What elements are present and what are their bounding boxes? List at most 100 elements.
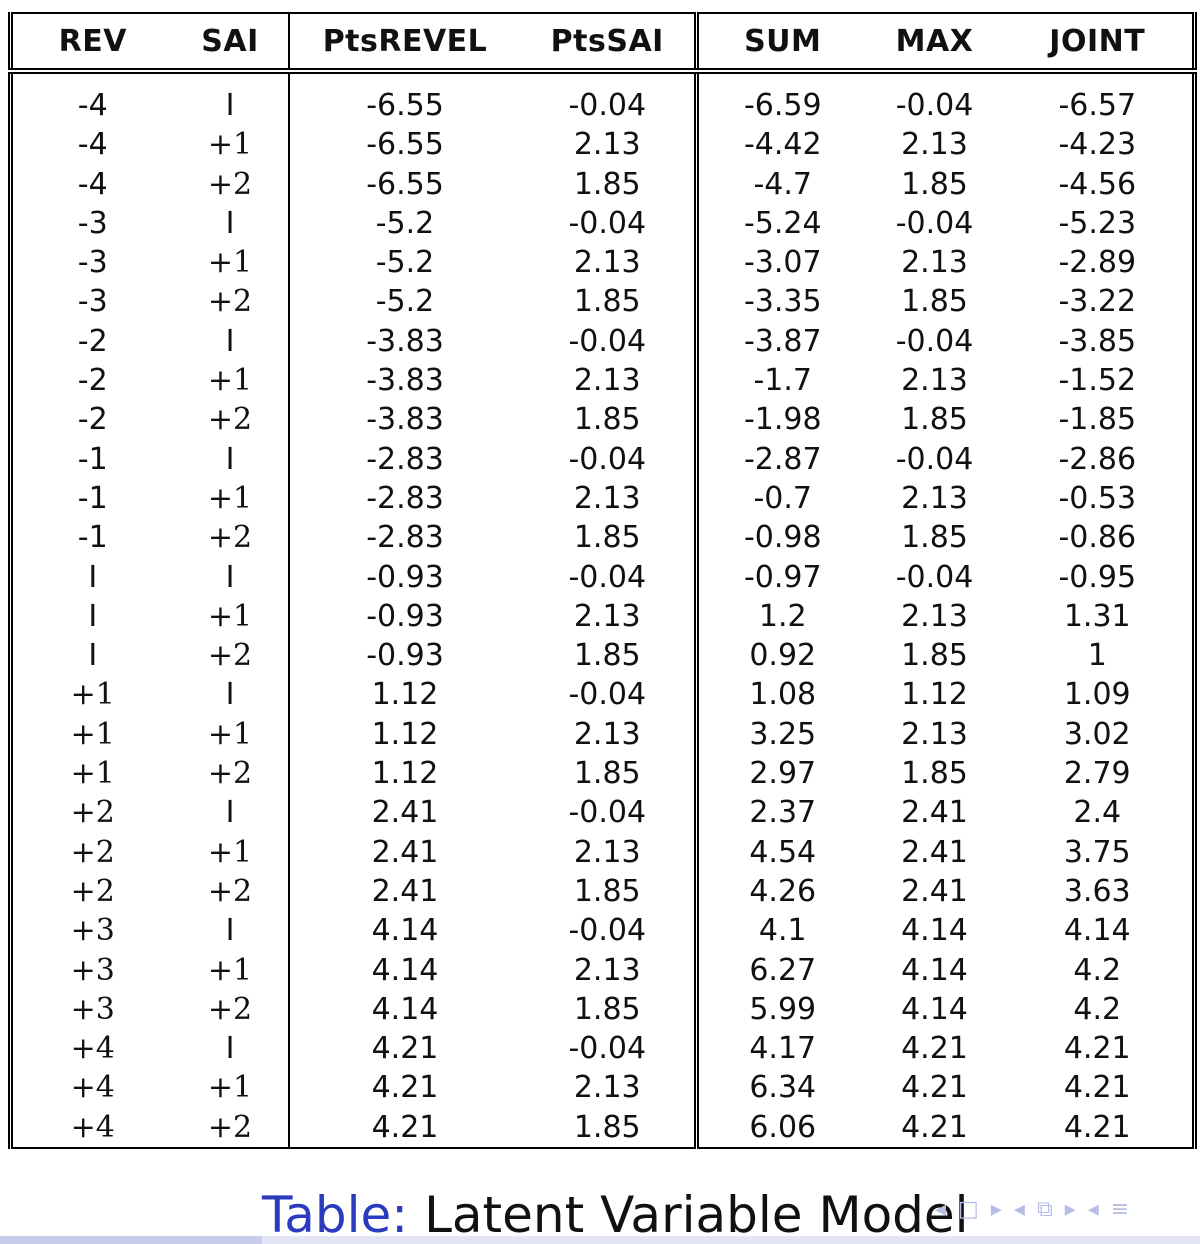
- cell-sai: I: [172, 557, 290, 597]
- cell-joint: 4.21: [1002, 1107, 1197, 1150]
- table-row: -3 +2 -5.2 1.85 -3.35 1.85 -3.22: [8, 282, 1197, 322]
- cell-sum: -1.7: [753, 363, 813, 399]
- nav-section-left-icon[interactable]: ◂: [1013, 1196, 1025, 1222]
- cell-rev: +1: [8, 675, 173, 715]
- cell-joint: -1.52: [1002, 361, 1197, 401]
- cell-ptsrevel: -2.83: [366, 480, 444, 516]
- cell-joint: -1.85: [1002, 400, 1197, 440]
- cell-ptssai: 2.13: [520, 950, 699, 990]
- cell-max: 2.41: [901, 873, 968, 909]
- nav-frame-icon[interactable]: □: [958, 1196, 979, 1222]
- cell-rev: +4: [8, 1068, 173, 1108]
- cell-ptsrevel: -2.83: [366, 441, 444, 477]
- cell-sum: -1.98: [743, 402, 822, 438]
- cell-rev: I: [8, 557, 173, 597]
- nav-section-right-icon[interactable]: ▸: [1064, 1196, 1076, 1222]
- beamer-navigation: ◂ □ ▸ ◂ ⧉ ▸ ◂ ≡: [935, 1194, 1129, 1224]
- cell-joint: 3.02: [1002, 714, 1197, 755]
- nav-menu-icon[interactable]: ≡: [1110, 1196, 1130, 1222]
- header-sum: SUM: [696, 13, 867, 74]
- caption-text: Latent Variable Model: [424, 1186, 969, 1244]
- cell-ptssai: 1.85: [520, 400, 699, 440]
- cell-sai: +2: [172, 164, 290, 204]
- cell-ptssai: -0.04: [520, 557, 699, 597]
- cell-sai: +2: [172, 400, 290, 440]
- cell-max: 2.13: [901, 127, 968, 163]
- cell-max: 1.85: [901, 756, 968, 792]
- cell-rev: +3: [8, 989, 173, 1030]
- nav-subsection-left-icon[interactable]: ◂: [1087, 1196, 1099, 1222]
- cell-sum: 0.92: [749, 638, 817, 674]
- cell-sum: 3.25: [749, 716, 817, 752]
- cell-sai: +1: [172, 714, 290, 755]
- cell-max: 1.12: [901, 677, 968, 713]
- cell-ptssai: 2.13: [520, 125, 699, 165]
- cell-joint: -0.95: [1002, 557, 1197, 597]
- cell-sum: 4.54: [749, 834, 817, 870]
- cell-sum: 4.1: [758, 913, 807, 949]
- cell-ptssai: 1.85: [520, 164, 699, 204]
- cell-joint: 1.09: [1002, 675, 1197, 715]
- table-row: -1 I -2.83 -0.04 -2.87 -0.04 -2.86: [8, 439, 1197, 479]
- cell-max: 4.14: [901, 913, 968, 949]
- header-rev: REV: [8, 13, 173, 74]
- cell-sum: -0.7: [753, 480, 813, 516]
- cell-joint: -0.86: [1002, 518, 1197, 558]
- cell-sai: +1: [172, 125, 290, 165]
- cell-max: 1.85: [901, 166, 968, 202]
- cell-rev: -1: [8, 478, 173, 519]
- table-row: -4 +2 -6.55 1.85 -4.7 1.85 -4.56: [8, 164, 1197, 204]
- cell-joint: -4.56: [1002, 164, 1197, 204]
- cell-joint: 1: [1002, 636, 1197, 676]
- cell-sai: +2: [172, 1107, 290, 1150]
- cell-rev: +3: [8, 911, 173, 951]
- cell-ptssai: 2.13: [520, 478, 699, 519]
- table-row: +3 +1 4.14 2.13 6.27 4.14 4.2: [8, 950, 1197, 990]
- table-row: -2 +1 -3.83 2.13 -1.7 2.13 -1.52: [8, 361, 1197, 401]
- header-max: MAX: [866, 13, 1003, 74]
- cell-ptsrevel: 4.14: [371, 913, 439, 949]
- cell-ptssai: 2.13: [520, 832, 699, 872]
- cell-ptsrevel: 4.21: [288, 1107, 521, 1150]
- cell-ptssai: 2.13: [520, 714, 699, 755]
- nav-frame-right-icon[interactable]: ▸: [990, 1196, 1002, 1222]
- table-header-row: REV SAI PtsREVEL PtsSAI SUM MAX JOINT: [8, 13, 1197, 74]
- caption-label: Table:: [262, 1186, 409, 1244]
- cell-ptssai: 1.85: [520, 754, 699, 794]
- cell-sum: -3.07: [743, 245, 822, 281]
- cell-ptsrevel: 4.14: [371, 952, 439, 988]
- cell-ptsrevel: -5.2: [375, 205, 435, 241]
- table-row: +4 +2 4.21 1.85 6.06 4.21 4.21: [8, 1107, 1197, 1150]
- cell-joint: -3.22: [1002, 282, 1197, 322]
- nav-frame-left-icon[interactable]: ◂: [935, 1196, 947, 1222]
- cell-sai: I: [172, 911, 290, 951]
- cell-rev: -1: [8, 518, 173, 558]
- cell-sum: 4.26: [749, 873, 817, 909]
- cell-joint: 1.31: [1002, 596, 1197, 637]
- cell-ptsrevel: -0.93: [366, 559, 444, 595]
- header-ptssai: PtsSAI: [520, 13, 699, 74]
- nav-section-icon[interactable]: ⧉: [1036, 1196, 1053, 1222]
- table-caption: Table: Latent Variable Model: [262, 1186, 969, 1244]
- cell-ptsrevel: 2.41: [371, 873, 439, 909]
- cell-sai: I: [172, 71, 290, 126]
- cell-sum: 6.06: [696, 1107, 867, 1150]
- table-row: +3 +2 4.14 1.85 5.99 4.14 4.2: [8, 989, 1197, 1030]
- cell-rev: +2: [8, 832, 173, 872]
- cell-rev: -2: [8, 321, 173, 362]
- table-row: +2 +2 2.41 1.85 4.26 2.41 3.63: [8, 871, 1197, 912]
- cell-sai: +2: [172, 282, 290, 322]
- cell-ptssai: 1.85: [520, 282, 699, 322]
- cell-rev: -3: [8, 203, 173, 244]
- cell-ptsrevel: -6.55: [366, 88, 444, 123]
- cell-ptsrevel: -6.55: [366, 127, 444, 163]
- cell-sai: I: [172, 321, 290, 362]
- cell-sai: +1: [172, 950, 290, 990]
- cell-max: 2.41: [901, 834, 968, 870]
- cell-sum: 6.27: [749, 952, 817, 988]
- cell-ptssai: -0.04: [520, 71, 699, 126]
- header-ptsrevel: PtsREVEL: [288, 13, 521, 74]
- cell-max: 2.13: [901, 480, 968, 516]
- cell-joint: 4.2: [1002, 950, 1197, 990]
- cell-ptsrevel: -0.93: [366, 598, 444, 634]
